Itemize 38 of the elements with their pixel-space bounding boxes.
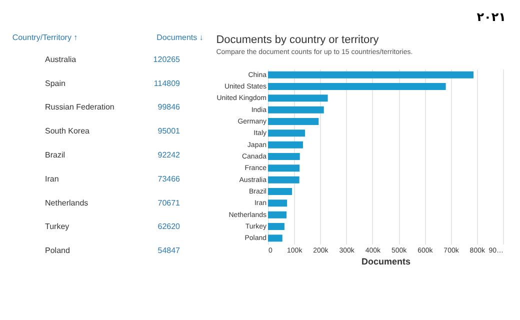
- text: Documents ↓: [156, 33, 204, 42]
- x-axis-title: Documents: [361, 256, 411, 266]
- bar: [268, 94, 328, 102]
- bar: [268, 106, 324, 114]
- category-label: Poland: [45, 246, 70, 256]
- bar: [268, 164, 300, 172]
- bar: [268, 71, 474, 78]
- bar: [268, 188, 292, 195]
- category-label: South Korea: [45, 126, 90, 136]
- text: Country/Territory ↑: [12, 33, 78, 42]
- category-label: Iran: [45, 174, 59, 184]
- category-label: Spain: [45, 78, 66, 88]
- category-label: Turkey: [45, 222, 70, 232]
- bar: [268, 200, 288, 207]
- data-label: 62620: [158, 222, 181, 232]
- category-label: Brazil: [45, 150, 66, 160]
- bar: [268, 83, 446, 90]
- data-label: 54847: [158, 246, 181, 256]
- bar: [268, 211, 287, 218]
- text: ۲۰۲۱: [476, 10, 506, 24]
- bar: [268, 130, 306, 137]
- bar: [268, 141, 303, 148]
- category-label: Australia: [45, 54, 77, 64]
- data-label: 114809: [154, 78, 181, 88]
- data-label: 99846: [158, 102, 181, 112]
- bar: [268, 234, 282, 242]
- bar: [268, 176, 300, 184]
- bar: [268, 223, 284, 230]
- data-label: 73466: [158, 174, 181, 184]
- bar: [268, 118, 319, 125]
- category-label: Netherlands: [45, 198, 88, 208]
- data-label: 120265: [153, 54, 181, 64]
- data-label: 70671: [158, 198, 181, 208]
- data-label: 95001: [158, 126, 181, 136]
- chart-title: Documents by country or territory: [216, 34, 380, 46]
- bar: [268, 153, 300, 160]
- category-label: Russian Federation: [45, 102, 114, 112]
- data-label: 92242: [158, 150, 181, 160]
